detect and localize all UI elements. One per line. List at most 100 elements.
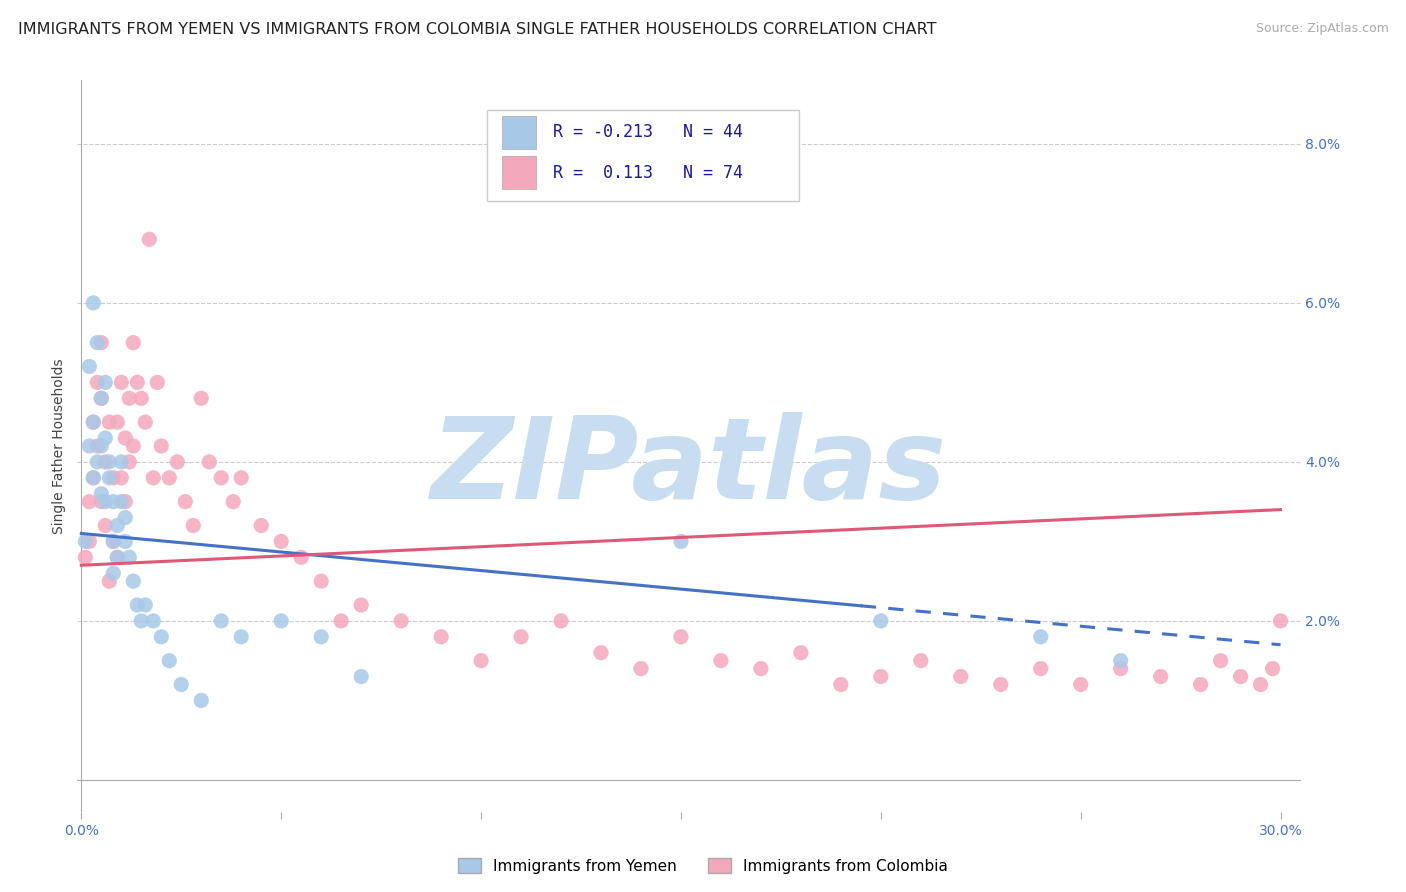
Point: [79, 534, 101, 549]
Point: [1149, 669, 1171, 683]
Point: [90, 392, 112, 406]
Point: [290, 550, 312, 565]
Point: [86, 335, 108, 350]
Point: [949, 669, 972, 683]
Point: [830, 677, 852, 691]
Point: [129, 614, 152, 628]
Point: [82, 471, 104, 485]
Point: [790, 646, 813, 660]
Point: [270, 534, 292, 549]
Point: [86, 439, 108, 453]
Point: [114, 431, 136, 445]
Point: [105, 550, 128, 565]
Point: [118, 392, 141, 406]
Point: [174, 494, 197, 508]
Point: [94, 518, 117, 533]
Point: [98, 471, 121, 485]
Point: [157, 471, 180, 485]
Point: [90, 439, 112, 453]
Point: [146, 376, 169, 390]
Point: [1070, 677, 1092, 691]
Point: [190, 392, 212, 406]
Point: [1189, 677, 1212, 691]
Point: [198, 455, 221, 469]
Point: [105, 415, 128, 429]
Point: [270, 614, 292, 628]
Point: [1261, 662, 1284, 676]
Point: [90, 494, 112, 508]
FancyBboxPatch shape: [502, 116, 536, 149]
Point: [1209, 654, 1232, 668]
Point: [75, 550, 97, 565]
Point: [134, 598, 156, 612]
Point: [157, 654, 180, 668]
Point: [103, 471, 125, 485]
Point: [110, 376, 132, 390]
Point: [98, 455, 121, 469]
Point: [150, 630, 173, 644]
Y-axis label: Single Father Households: Single Father Households: [52, 359, 66, 533]
FancyBboxPatch shape: [502, 156, 536, 189]
Point: [79, 494, 101, 508]
Point: [90, 392, 112, 406]
Point: [1029, 630, 1052, 644]
Point: [1109, 662, 1132, 676]
Point: [389, 614, 412, 628]
Point: [309, 574, 332, 589]
Point: [114, 494, 136, 508]
Point: [749, 662, 772, 676]
Legend: Immigrants from Yemen, Immigrants from Colombia: Immigrants from Yemen, Immigrants from C…: [453, 852, 953, 880]
Point: [94, 431, 117, 445]
Point: [94, 494, 117, 508]
Point: [105, 518, 128, 533]
Point: [86, 455, 108, 469]
Point: [1270, 614, 1292, 628]
Point: [94, 455, 117, 469]
Point: [170, 677, 193, 691]
Text: R = -0.213   N = 44: R = -0.213 N = 44: [553, 123, 744, 142]
Point: [118, 455, 141, 469]
Point: [309, 630, 332, 644]
Point: [138, 232, 160, 246]
Point: [710, 654, 733, 668]
Point: [1250, 677, 1272, 691]
Point: [79, 359, 101, 374]
Point: [86, 376, 108, 390]
Point: [869, 614, 891, 628]
Point: [122, 439, 145, 453]
Text: Source: ZipAtlas.com: Source: ZipAtlas.com: [1256, 22, 1389, 36]
Point: [1109, 654, 1132, 668]
Point: [990, 677, 1012, 691]
Point: [82, 471, 104, 485]
Point: [869, 669, 891, 683]
Point: [910, 654, 932, 668]
Point: [103, 566, 125, 581]
Point: [250, 518, 273, 533]
Point: [90, 335, 112, 350]
Point: [1029, 662, 1052, 676]
Point: [127, 376, 149, 390]
Point: [209, 471, 232, 485]
Point: [589, 646, 612, 660]
Point: [350, 598, 373, 612]
Point: [166, 455, 188, 469]
Point: [79, 439, 101, 453]
Point: [630, 662, 652, 676]
Point: [550, 614, 572, 628]
Point: [430, 630, 453, 644]
Point: [82, 296, 104, 310]
Point: [103, 494, 125, 508]
Point: [114, 510, 136, 524]
Point: [669, 630, 692, 644]
Point: [150, 439, 173, 453]
Text: IMMIGRANTS FROM YEMEN VS IMMIGRANTS FROM COLOMBIA SINGLE FATHER HOUSEHOLDS CORRE: IMMIGRANTS FROM YEMEN VS IMMIGRANTS FROM…: [18, 22, 936, 37]
Point: [470, 654, 492, 668]
Point: [142, 471, 165, 485]
Point: [209, 614, 232, 628]
Point: [142, 614, 165, 628]
Point: [114, 534, 136, 549]
Point: [110, 455, 132, 469]
Point: [129, 392, 152, 406]
Point: [110, 494, 132, 508]
Point: [98, 574, 121, 589]
